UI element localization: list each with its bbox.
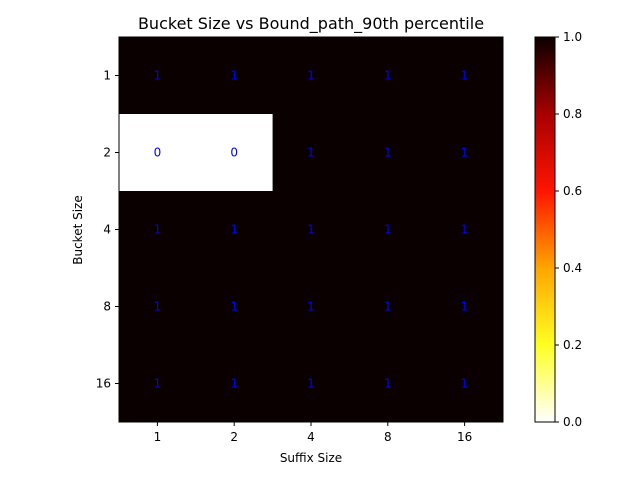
cell-annotations: 1 1 1 1 1 0 0 1 1 1 1 1 1 1 1 1 1 1 1 1 1 1 1 1 1 (154, 69, 469, 391)
cell-value-label: 1 (154, 377, 162, 391)
cell-value-label: 1 (230, 223, 238, 237)
y-axis-ticks: 1 2 4 8 16 (96, 69, 119, 391)
heatmap-cell (426, 114, 504, 192)
heatmap-cells (119, 37, 504, 423)
cell-value-label: 1 (384, 146, 392, 160)
heatmap-cell (426, 268, 504, 346)
heatmap-cell (349, 191, 427, 269)
x-tick-label: 2 (230, 430, 238, 444)
cell-value-label: 1 (230, 300, 238, 314)
cell-value-label: 0 (154, 146, 162, 160)
cell-value-label: 1 (307, 69, 315, 83)
cell-value-label: 1 (154, 69, 162, 83)
heatmap-cell (426, 37, 504, 115)
colorbar-tick-label: 0.2 (563, 338, 582, 352)
heatmap-cell (349, 268, 427, 346)
x-tick-label: 1 (154, 430, 162, 444)
x-axis-ticks: 1 2 4 8 16 (154, 422, 472, 444)
heatmap-cell (119, 37, 197, 115)
y-tick-label: 16 (96, 377, 111, 391)
cell-value-label: 1 (307, 377, 315, 391)
heatmap-cell (272, 191, 350, 269)
cell-value-label: 1 (154, 300, 162, 314)
cell-value-label: 1 (384, 300, 392, 314)
heatmap-cell (195, 345, 274, 423)
heatmap-cell (426, 345, 504, 423)
cell-value-label: 1 (154, 223, 162, 237)
cell-value-label: 1 (307, 223, 315, 237)
heatmap-cell (119, 114, 197, 192)
y-tick-label: 8 (103, 300, 111, 314)
heatmap-cell (195, 37, 274, 115)
colorbar-tick-label: 0.8 (563, 107, 582, 121)
colorbar-tick-label: 0.6 (563, 184, 582, 198)
cell-value-label: 1 (230, 69, 238, 83)
colorbar (534, 36, 556, 423)
heatmap-cell (195, 114, 274, 192)
x-tick-label: 8 (384, 430, 392, 444)
colorbar-tick-label: 0.4 (563, 261, 582, 275)
colorbar-ticks: 0.0 0.2 0.4 0.6 0.8 1.0 (555, 30, 582, 429)
cell-value-label: 1 (230, 377, 238, 391)
x-tick-label: 16 (457, 430, 472, 444)
heatmap-cell (272, 268, 350, 346)
colorbar-tick-label: 1.0 (563, 30, 582, 44)
cell-value-label: 1 (461, 377, 469, 391)
colorbar-tick-label: 0.0 (563, 415, 582, 429)
heatmap-cell (426, 191, 504, 269)
heatmap-cell (195, 191, 274, 269)
heatmap-cell (195, 268, 274, 346)
heatmap-cell (119, 345, 197, 423)
y-tick-label: 1 (103, 69, 111, 83)
x-tick-label: 4 (307, 430, 315, 444)
heatmap-cell (272, 37, 350, 115)
cell-value-label: 0 (230, 146, 238, 160)
cell-value-label: 1 (307, 146, 315, 160)
y-axis-label: Bucket Size (71, 195, 85, 265)
heatmap-cell (272, 114, 350, 192)
cell-value-label: 1 (307, 300, 315, 314)
y-tick-label: 2 (103, 146, 111, 160)
cell-value-label: 1 (461, 223, 469, 237)
heatmap-cell (119, 191, 197, 269)
heatmap-cell (119, 268, 197, 346)
heatmap-cell (272, 345, 350, 423)
cell-value-label: 1 (461, 69, 469, 83)
y-tick-label: 4 (103, 223, 111, 237)
heatmap-cell (349, 37, 427, 115)
cell-value-label: 1 (384, 69, 392, 83)
cell-value-label: 1 (461, 146, 469, 160)
cell-value-label: 1 (461, 300, 469, 314)
heatmap-cell (349, 345, 427, 423)
plot-frame (118, 36, 504, 423)
x-axis-label: Suffix Size (280, 451, 342, 465)
cell-value-label: 1 (384, 377, 392, 391)
chart-title: Bucket Size vs Bound_path_90th percentil… (138, 14, 484, 34)
cell-value-label: 1 (384, 223, 392, 237)
heatmap-cell (349, 114, 427, 192)
